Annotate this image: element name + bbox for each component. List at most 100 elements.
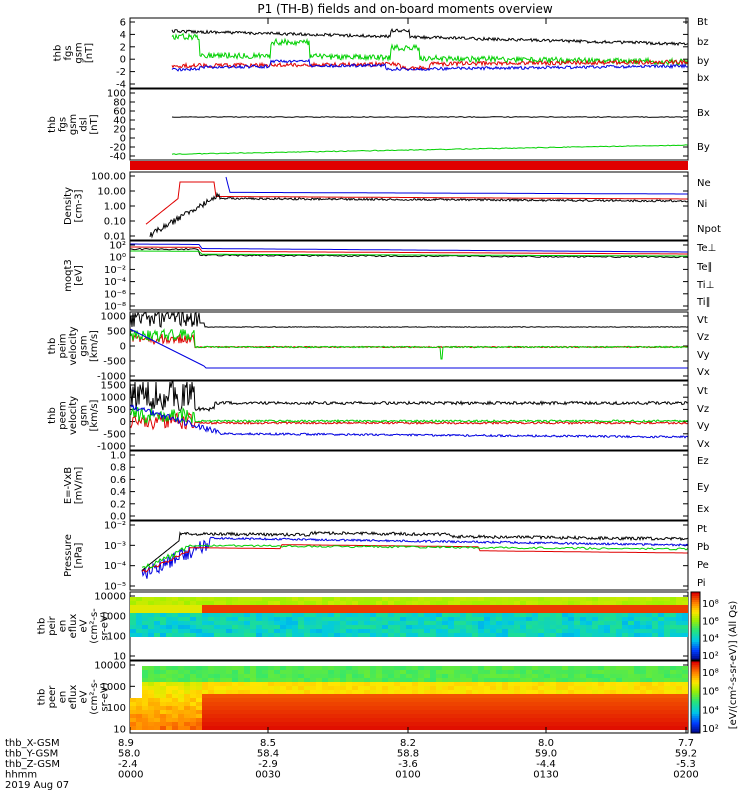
spectrogram-cell — [676, 609, 682, 613]
spectrogram-cell — [310, 694, 316, 698]
spectrogram-cell — [472, 706, 478, 710]
spectrogram-cell — [382, 726, 388, 730]
spectrogram-cell — [256, 666, 262, 670]
spectrogram-cell — [454, 613, 460, 617]
spectrogram-cell — [418, 609, 424, 613]
spectrogram-cell — [400, 629, 406, 633]
spectrogram-cell — [502, 706, 508, 710]
spectrogram-cell — [502, 670, 508, 674]
spectrogram-cell — [178, 674, 184, 678]
ytick-label: 10⁻² — [104, 521, 126, 532]
spectrogram-cell — [310, 666, 316, 670]
spectrogram-cell — [166, 706, 172, 710]
spectrogram-cell — [442, 617, 448, 621]
spectrogram-cell — [424, 601, 430, 605]
spectrogram-cell — [274, 670, 280, 674]
spectrogram-cell — [358, 714, 364, 718]
spectrogram-cell — [334, 597, 340, 601]
spectrogram-cell — [490, 710, 496, 714]
spectrogram-cell — [328, 625, 334, 629]
ylabel-line: sr-eV) — [100, 611, 111, 640]
spectrogram-cell — [466, 702, 472, 706]
spectrogram-cell — [526, 674, 532, 678]
spectrogram-cell — [358, 617, 364, 621]
spectrogram-cell — [196, 629, 202, 633]
spectrogram-cell — [304, 597, 310, 601]
spectrogram-cell — [640, 633, 646, 637]
spectrogram-cell — [328, 670, 334, 674]
spectrogram-cell — [502, 601, 508, 605]
spectrogram-cell — [628, 597, 634, 601]
spectrogram-cell — [250, 706, 256, 710]
spectrogram-cell — [166, 601, 172, 605]
spectrogram-cell — [178, 621, 184, 625]
spectrogram-cell — [406, 686, 412, 690]
spectrogram-cell — [202, 690, 208, 694]
spectrogram-cell — [280, 597, 286, 601]
spectrogram-cell — [478, 617, 484, 621]
spectrogram-cell — [550, 686, 556, 690]
spectrogram-cell — [214, 702, 220, 706]
spectrogram-cell — [172, 686, 178, 690]
spectrogram-cell — [544, 621, 550, 625]
spectrogram-cell — [682, 629, 688, 633]
spectrogram-cell — [496, 609, 502, 613]
colorbar-segment — [691, 616, 700, 619]
spectrogram-cell — [670, 726, 676, 730]
spectrogram-cell — [544, 674, 550, 678]
spectrogram-cell — [514, 670, 520, 674]
spectrogram-cell — [418, 694, 424, 698]
spectrogram-cell — [676, 678, 682, 682]
spectrogram-cell — [352, 674, 358, 678]
spectrogram-cell — [340, 694, 346, 698]
spectrogram-cell — [628, 601, 634, 605]
spectrogram-cell — [682, 678, 688, 682]
spectrogram-cell — [598, 686, 604, 690]
spectrogram-cell — [298, 670, 304, 674]
spectrogram-cell — [292, 714, 298, 718]
spectrogram-cell — [190, 613, 196, 617]
spectrogram-cell — [262, 629, 268, 633]
spectrogram-cell — [238, 633, 244, 637]
spectrogram-cell — [376, 674, 382, 678]
spectrogram-cell — [562, 682, 568, 686]
spectrogram-cell — [388, 682, 394, 686]
spectrogram-cell — [454, 722, 460, 726]
spectrogram-cell — [586, 621, 592, 625]
ytick-label: 0.10 — [104, 217, 126, 228]
spectrogram-cell — [304, 629, 310, 633]
spectrogram-cell — [232, 633, 238, 637]
spectrogram-cell — [142, 674, 148, 678]
spectrogram-cell — [322, 722, 328, 726]
spectrogram-cell — [430, 710, 436, 714]
spectrogram-cell — [550, 597, 556, 601]
spectrogram-cell — [466, 678, 472, 682]
spectrogram-cell — [604, 625, 610, 629]
spectrogram-cell — [286, 706, 292, 710]
spectrogram-cell — [412, 609, 418, 613]
spectrogram-cell — [538, 686, 544, 690]
spectrogram-cell — [556, 605, 562, 609]
spectrogram-cell — [370, 698, 376, 702]
spectrogram-cell — [484, 706, 490, 710]
spectrogram-cell — [412, 605, 418, 609]
spectrogram-cell — [514, 702, 520, 706]
spectrogram-cell — [220, 706, 226, 710]
spectrogram-cell — [430, 601, 436, 605]
spectrogram-cell — [616, 674, 622, 678]
colorbar-segment — [691, 661, 700, 664]
spectrogram-cell — [484, 601, 490, 605]
spectrogram-cell — [418, 726, 424, 730]
spectrogram-cell — [502, 609, 508, 613]
spectrogram-cell — [400, 690, 406, 694]
ytick-label: 80 — [113, 98, 126, 109]
spectrogram-cell — [532, 621, 538, 625]
spectrogram-cell — [442, 609, 448, 613]
spectrogram-cell — [280, 629, 286, 633]
panel-peim: thb peim velocity gsm [km/s]10005000-500-100… — [47, 311, 710, 383]
spectrogram-cell — [376, 726, 382, 730]
spectrogram-cell — [484, 694, 490, 698]
ytick-label: 100.00 — [91, 172, 126, 183]
spectrogram-cell — [208, 710, 214, 714]
